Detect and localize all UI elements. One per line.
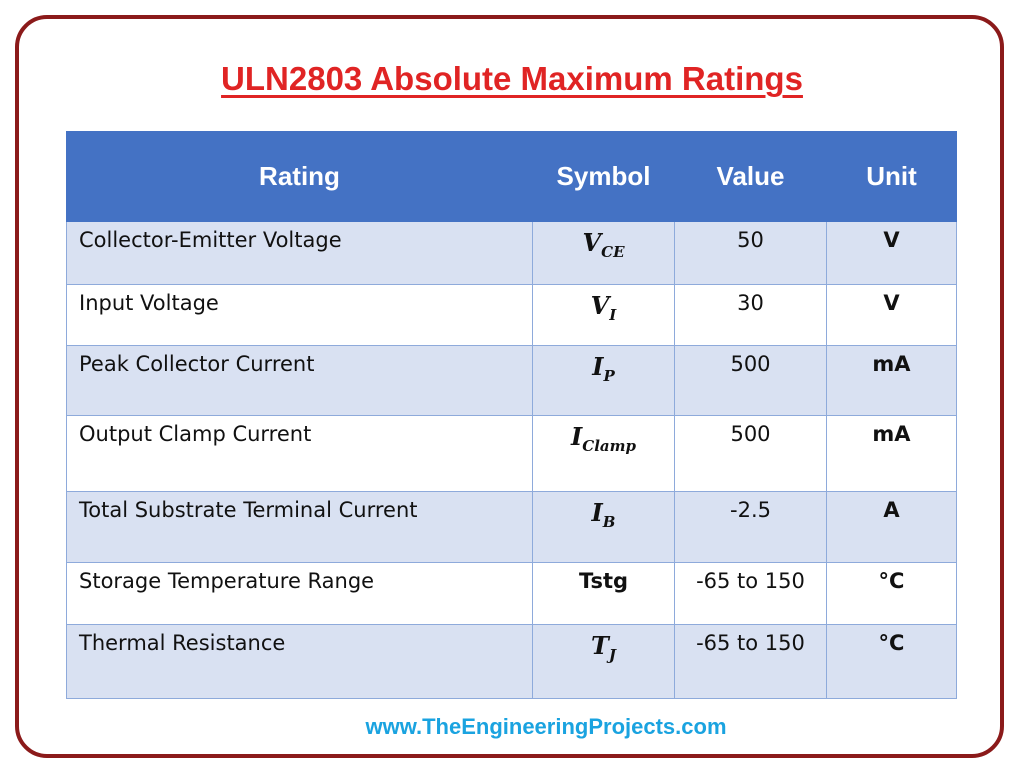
- symbol-sub: CE: [601, 243, 625, 261]
- symbol-sub: J: [608, 646, 616, 664]
- value-cell: 500: [674, 415, 827, 492]
- symbol-main: V: [590, 291, 610, 320]
- table-body: Collector-Emitter Voltage VCE 50 V Input Vol…: [66, 221, 957, 699]
- table-row: Input Voltage VI 30 V: [66, 284, 957, 346]
- value-cell: 30: [674, 284, 827, 346]
- symbol-cell: TJ: [532, 624, 675, 699]
- rating-cell: Storage Temperature Range: [66, 562, 533, 625]
- rating-cell: Peak Collector Current: [66, 345, 533, 416]
- symbol-cell: VCE: [532, 221, 675, 285]
- symbol-cell: IClamp: [532, 415, 675, 492]
- rating-cell: Total Substrate Terminal Current: [66, 491, 533, 563]
- title-box: ULN2803 Absolute Maximum Ratings: [0, 60, 1024, 98]
- unit-cell: °C: [826, 562, 957, 625]
- symbol-main: I: [591, 498, 603, 527]
- header-cell: Value: [674, 131, 827, 222]
- rating-cell: Thermal Resistance: [66, 624, 533, 699]
- header-row: Rating Symbol Value Unit: [66, 131, 957, 222]
- symbol-cell: IP: [532, 345, 675, 416]
- value-cell: 500: [674, 345, 827, 416]
- title: ULN2803 Absolute Maximum Ratings: [221, 60, 803, 97]
- unit-cell: A: [826, 491, 957, 563]
- header-cell: Unit: [826, 131, 957, 222]
- symbol-sub: P: [603, 367, 615, 385]
- unit-cell: mA: [826, 415, 957, 492]
- table-row: Thermal Resistance TJ -65 to 150 °C: [66, 624, 957, 699]
- value-cell: -65 to 150: [674, 624, 827, 699]
- header-cell: Rating: [66, 131, 533, 222]
- header-cell: Symbol: [532, 131, 675, 222]
- symbol-main: I: [592, 352, 604, 381]
- symbol-main: I: [571, 422, 583, 451]
- symbol-cell: Tstg: [532, 562, 675, 625]
- rating-cell: Collector-Emitter Voltage: [66, 221, 533, 285]
- unit-cell: mA: [826, 345, 957, 416]
- ratings-table: Rating Symbol Value Unit Collector-Emitter …: [66, 131, 957, 699]
- symbol-main: T: [591, 631, 609, 660]
- footer: www.TheEngineeringProjects.com: [365, 714, 727, 739]
- symbol-cell: IB: [532, 491, 675, 563]
- value-cell: -65 to 150: [674, 562, 827, 625]
- symbol-sub: I: [609, 306, 617, 324]
- symbol-sub: B: [602, 513, 616, 531]
- unit-cell: °C: [826, 624, 957, 699]
- symbol-main: V: [582, 228, 602, 257]
- rating-cell: Output Clamp Current: [66, 415, 533, 492]
- table-row: Output Clamp Current IClamp 500 mA: [66, 415, 957, 492]
- table-row: Peak Collector Current IP 500 mA: [66, 345, 957, 416]
- frame: [15, 15, 1004, 758]
- rating-cell: Input Voltage: [66, 284, 533, 346]
- symbol-sub: Clamp: [582, 437, 636, 455]
- table-row: Collector-Emitter Voltage VCE 50 V: [66, 221, 957, 285]
- table-row: Total Substrate Terminal Current IB -2.5 A: [66, 491, 957, 563]
- value-cell: 50: [674, 221, 827, 285]
- table-row: Storage Temperature Range Tstg -65 to 150 °…: [66, 562, 957, 625]
- value-cell: -2.5: [674, 491, 827, 563]
- symbol-text: Tstg: [578, 569, 629, 593]
- unit-cell: V: [826, 284, 957, 346]
- unit-cell: V: [826, 221, 957, 285]
- symbol-cell: VI: [532, 284, 675, 346]
